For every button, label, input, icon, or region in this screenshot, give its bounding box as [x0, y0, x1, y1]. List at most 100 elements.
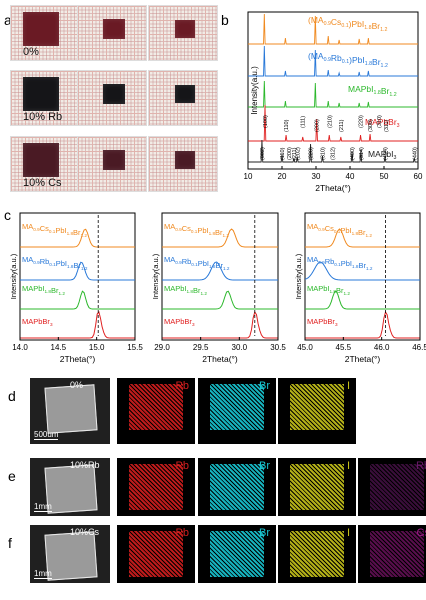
element-label: I: [346, 460, 350, 472]
xrd-pattern-line: [248, 13, 418, 45]
scale-bar-label: 1mm: [34, 569, 52, 579]
crystal-sample: [23, 143, 59, 177]
crystal-photo: [77, 70, 147, 126]
element-label: I: [346, 380, 350, 392]
zoom-pattern-line: [162, 261, 278, 281]
crystal-sample: [23, 12, 59, 46]
eds-map-pb: Pb: [117, 378, 195, 444]
x-tick-label: 60: [414, 172, 423, 181]
zoom-pattern-line: [305, 228, 420, 248]
zoom-series-label: MA0.9Cs0.1PbI1.8Br1.2: [22, 222, 87, 238]
hkl-label: (310): [377, 115, 383, 128]
xrd-pattern-line: [248, 45, 418, 77]
crystal-photo: 10% Rb: [10, 70, 80, 126]
eds-map-pb: Pb: [117, 458, 195, 516]
y-axis-label: Intensity(a.u.): [151, 253, 160, 299]
zoom-pattern-line: [20, 310, 135, 339]
zoom-plot-frame: [19, 212, 136, 341]
zoom-pattern-line: [304, 261, 420, 281]
xrd-pattern-line: [248, 80, 418, 108]
x-tick-label: 50: [380, 172, 389, 181]
zoom-series-label: MAPbBr3: [164, 317, 195, 327]
panel-c-zoom-charts: MA0.9Cs0.1PbI1.8Br1.2 MA0.9Rb0.1PbI1.8Br1…: [9, 212, 426, 364]
x-tick-label: 29.0: [154, 343, 170, 352]
xrd-pattern-line: [248, 139, 418, 163]
element-label: Pb: [175, 460, 189, 472]
eds-map-pb: Pb: [117, 525, 195, 583]
element-label: Br: [259, 380, 270, 392]
crystal-sample: [103, 19, 125, 39]
zoom-pattern-line: [20, 261, 135, 281]
x-tick-label: 45.0: [297, 343, 313, 352]
hkl-label: (111): [301, 116, 307, 128]
zoom-series-label: MAPbI1.8Br1.2: [22, 284, 65, 296]
element-label: Pb: [175, 380, 189, 392]
sem-image: 10%Rb 1mm: [30, 458, 110, 516]
hkl-label: (211): [339, 119, 345, 132]
eds-map-rb: Rb: [358, 458, 426, 516]
zoom-series-label: MAPbI1.8Br1.2: [164, 284, 207, 296]
panel-d-label: d: [8, 388, 16, 404]
x-tick-label: 40: [346, 172, 355, 181]
hkl-label: (220): [309, 147, 315, 160]
hkl-label: (200): [315, 119, 321, 132]
sem-caption: 10%Rb: [70, 460, 100, 470]
x-axis-label: 2Theta(°): [60, 354, 96, 364]
element-label: Pb: [175, 527, 189, 539]
x-tick-label: 14.5: [51, 343, 67, 352]
x-tick-label: 14.0: [12, 343, 28, 352]
zoom-series-label: MA0.9Rb0.1PbI1.8Br1.2: [164, 255, 230, 271]
hkl-label: (202): [295, 147, 301, 160]
plot-frame: [247, 11, 419, 170]
crystal-photo: [148, 136, 218, 192]
zoom-pattern-line: [162, 310, 278, 339]
x-tick-label: 46.5: [412, 343, 426, 352]
crystal-sample: [175, 20, 195, 38]
zoom-pattern-line: [162, 228, 278, 248]
hkl-label: (312): [331, 147, 337, 160]
crystal-photo: 0%: [10, 5, 80, 61]
crystal-sample: [175, 85, 195, 103]
eds-map-i: I: [278, 378, 356, 444]
xrd-pattern-line: [248, 104, 418, 142]
zoom-series-label: MA0.9Rb0.1PbI1.8Br1.2: [307, 255, 373, 271]
hkl-label: (440): [412, 147, 418, 160]
crystal-photo: [148, 70, 218, 126]
zoom-pattern-line: [20, 228, 135, 248]
hkl-label: (110): [280, 147, 286, 160]
sem-image: 0% 500um: [30, 378, 110, 444]
panel-f-label: f: [8, 535, 12, 551]
hkl-label: (002): [260, 147, 266, 160]
sample-caption: 0%: [23, 46, 39, 58]
panel-a-label: a: [4, 12, 12, 28]
panel-e-label: e: [8, 468, 16, 484]
series-label: (MA0.9Cs0.1)PbI1.8Br1.2: [308, 15, 387, 33]
x-tick-label: 20: [278, 172, 287, 181]
eds-map-i: I: [278, 458, 356, 516]
sample-caption: 10% Cs: [23, 177, 62, 189]
hkl-label: (400): [350, 147, 356, 160]
zoom-plot-frame: [304, 212, 421, 341]
panel-b-label: b: [221, 12, 229, 28]
sem-image: 10%Cs 1mm: [30, 525, 110, 583]
crystal-photo: [77, 5, 147, 61]
hkl-label: (200): [287, 147, 293, 160]
element-label: Rb: [415, 460, 426, 472]
series-label: MAPbI3: [368, 149, 397, 161]
panel-c-label: c: [4, 207, 11, 223]
element-label: Br: [259, 460, 270, 472]
crystal-sample: [103, 84, 125, 104]
zoom-series-label: MAPbI1.8Br1.2: [307, 284, 350, 296]
zoom-pattern-line: [305, 310, 420, 339]
crystal-sample: [103, 150, 125, 170]
x-tick-label: 30: [312, 172, 321, 181]
hkl-label: (300): [368, 119, 374, 132]
y-axis-label: Intensity(a.u.): [250, 66, 259, 115]
x-tick-label: 10: [244, 172, 253, 181]
zoom-series-label: MAPbBr3: [22, 317, 53, 327]
hkl-label: (211): [292, 147, 298, 160]
y-axis-label: Intensity(a.u.): [294, 253, 303, 299]
zoom-series-label: MA0.9Cs0.1PbI1.8Br1.2: [164, 222, 229, 238]
zoom-series-label: MAPbBr3: [307, 317, 338, 327]
hkl-label: (110): [284, 119, 290, 132]
